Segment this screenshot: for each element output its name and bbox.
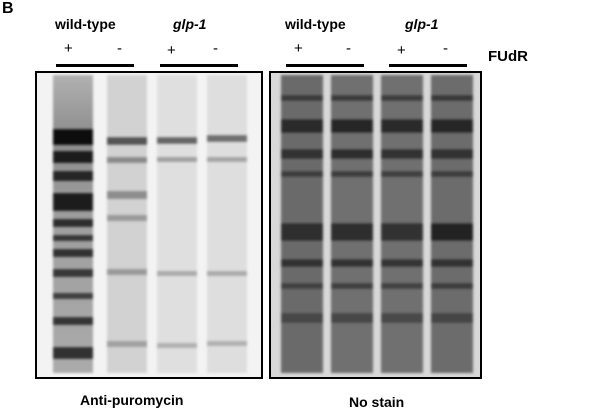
left-group2-underline [160, 64, 238, 67]
left-group1-label: wild-type [55, 16, 116, 32]
left-lane2-sign: - [117, 40, 122, 57]
lane-3 [157, 75, 197, 373]
left-lane3-sign: + [167, 42, 176, 59]
lane-1 [281, 75, 323, 373]
right-caption: No stain [349, 394, 405, 410]
right-lane2-sign: - [346, 40, 351, 57]
left-caption: Anti-puromycin [80, 392, 184, 408]
left-lane1-sign: + [64, 40, 73, 57]
panel-letter: B [2, 0, 14, 17]
lane-2 [331, 75, 373, 373]
left-lane4-sign: - [213, 40, 218, 57]
right-group2-label: glp-1 [405, 16, 439, 32]
right-group1-underline [286, 64, 364, 67]
lane-1 [53, 75, 93, 373]
right-lane1-sign: + [294, 40, 303, 57]
anti-puromycin-blot [35, 71, 263, 379]
lane-4 [431, 75, 473, 373]
right-lane3-sign: + [397, 42, 406, 59]
lane-3 [381, 75, 423, 373]
treatment-label: FUdR [488, 48, 528, 65]
right-lane4-sign: - [443, 40, 448, 57]
left-group1-underline [56, 64, 134, 67]
left-group2-label: glp-1 [173, 16, 207, 32]
right-group2-underline [389, 64, 467, 67]
lane-4 [207, 75, 247, 373]
no-stain-blot [269, 71, 482, 379]
lane-2 [107, 75, 147, 373]
right-group1-label: wild-type [285, 16, 346, 32]
